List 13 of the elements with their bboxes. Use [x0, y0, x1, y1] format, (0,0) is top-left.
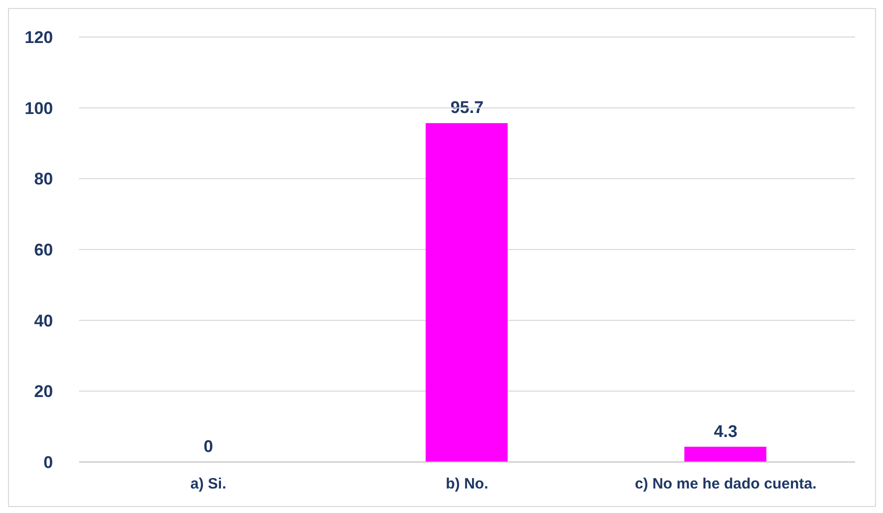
- data-label: 4.3: [714, 422, 738, 441]
- y-tick-label: 40: [34, 311, 53, 330]
- x-tick-label: c) No me he dado cuenta.: [634, 476, 817, 493]
- y-tick-label: 80: [34, 170, 53, 189]
- x-tick-label: a) Si.: [190, 476, 226, 493]
- y-tick-label: 100: [24, 98, 53, 118]
- y-tick-label: 60: [34, 240, 53, 260]
- y-tick-label: 20: [34, 382, 53, 402]
- x-tick-label: b) No.: [446, 476, 488, 493]
- y-tick-label: 120: [24, 28, 53, 48]
- y-tick-label: 0: [44, 453, 53, 472]
- data-label: 0: [204, 437, 214, 456]
- data-label: 95.7: [450, 98, 484, 118]
